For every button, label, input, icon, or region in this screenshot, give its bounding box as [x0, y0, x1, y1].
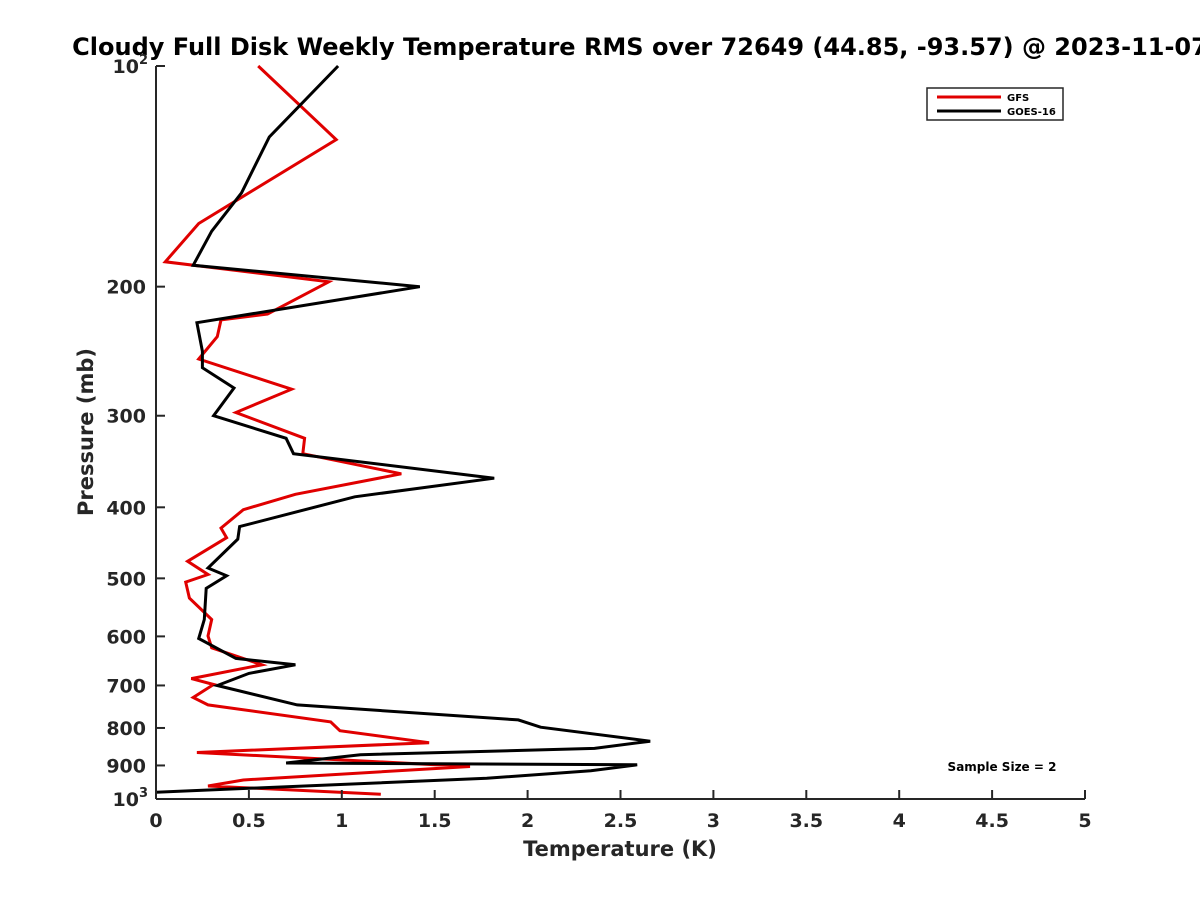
- y-tick-label: 102: [113, 53, 149, 78]
- legend-box: [926, 87, 1064, 121]
- y-axis-ticks: 102 200 300 400 500 600 700 800 900 103: [106, 53, 165, 811]
- chart-title: Cloudy Full Disk Weekly Temperature RMS …: [72, 33, 1200, 61]
- x-tick-label: 1.5: [418, 810, 452, 832]
- x-tick-label: 4: [893, 810, 906, 832]
- y-tick-label: 500: [106, 568, 146, 590]
- x-tick-label: 3.5: [789, 810, 823, 832]
- x-tick-label: 0: [149, 810, 162, 832]
- x-tick-label: 5: [1078, 810, 1091, 832]
- y-tick-label: 800: [106, 718, 146, 740]
- legend-label: GFS: [1007, 93, 1029, 104]
- series-line-1: [162, 64, 471, 796]
- x-tick-label: 4.5: [975, 810, 1009, 832]
- sample-size-annotation: Sample Size = 2: [948, 760, 1057, 774]
- y-tick-label: 700: [106, 675, 146, 697]
- x-tick-label: 0.5: [232, 810, 266, 832]
- x-axis-label: Temperature (K): [523, 837, 717, 861]
- y-tick-label: 200: [106, 277, 146, 299]
- y-tick-label: 900: [106, 755, 146, 777]
- y-tick-label: 300: [106, 406, 146, 428]
- legend-label: GOES-16: [1007, 107, 1056, 118]
- y-axis-label: Pressure (mb): [74, 348, 98, 516]
- y-tick-label: 600: [106, 626, 146, 648]
- x-tick-label: 1: [335, 810, 348, 832]
- series-line-2: [155, 64, 651, 794]
- x-axis-ticks: 0 0.5 1 1.5 2 2.5 3 3.5 4 4.5 5: [149, 790, 1092, 832]
- plot-area: [155, 64, 651, 796]
- legend: GFS GOES-16: [926, 87, 1064, 121]
- x-tick-label: 2.5: [604, 810, 638, 832]
- x-tick-label: 2: [521, 810, 534, 832]
- x-tick-label: 3: [707, 810, 720, 832]
- y-tick-label: 103: [113, 786, 149, 811]
- y-tick-label: 400: [106, 497, 146, 519]
